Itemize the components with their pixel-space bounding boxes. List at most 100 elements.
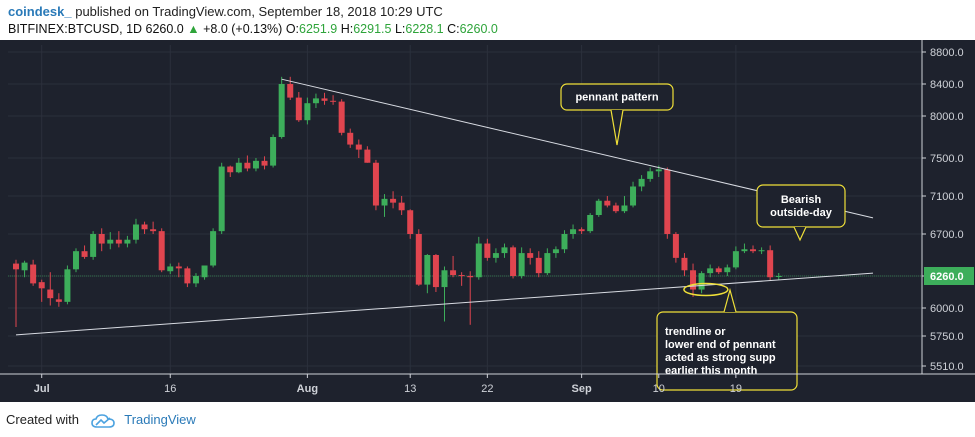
candle: [72, 248, 79, 273]
candle-body: [621, 205, 628, 212]
time-axis[interactable]: Jul 16 Aug 13 22 Sep 10 19: [0, 373, 975, 395]
candle-body: [424, 255, 431, 285]
candle-body: [458, 275, 465, 277]
time-tick-label: 16: [164, 383, 176, 395]
candle: [715, 266, 722, 275]
candle: [561, 230, 568, 254]
candle: [30, 259, 37, 286]
callout-text: outside-day: [770, 207, 833, 219]
candle: [612, 202, 619, 214]
candle-body: [535, 257, 542, 274]
callout-pointer: [723, 287, 737, 313]
candle: [321, 92, 328, 105]
time-tick-label: 22: [481, 383, 493, 395]
candle: [552, 246, 559, 258]
time-tick-label: Sep: [572, 383, 592, 395]
candle-body: [150, 229, 157, 232]
candle-body: [295, 97, 302, 121]
open-label: O:: [285, 22, 300, 36]
callout-pointer: [610, 109, 624, 146]
candle: [604, 196, 611, 208]
candle-body: [364, 149, 371, 163]
candle-body: [81, 251, 88, 257]
candle-body: [347, 132, 354, 145]
candle: [698, 271, 705, 294]
candle: [235, 158, 242, 174]
candle: [64, 265, 71, 305]
candle: [672, 232, 679, 263]
candle-body: [467, 276, 474, 278]
candle: [458, 272, 465, 286]
candle-body: [252, 160, 259, 169]
candle-body: [407, 210, 414, 234]
candle-body: [655, 169, 662, 172]
candle: [767, 245, 774, 281]
candle: [621, 196, 628, 214]
candle-body: [475, 243, 482, 278]
candle-body: [604, 200, 611, 206]
candle: [527, 248, 534, 265]
candle-body: [484, 243, 491, 258]
tradingview-link[interactable]: TradingView: [124, 412, 196, 427]
candle: [390, 191, 397, 209]
candle: [681, 253, 688, 276]
candle-body: [398, 202, 405, 211]
candle-body: [612, 205, 619, 212]
candle: [570, 224, 577, 239]
author-name[interactable]: coindesk_: [8, 4, 72, 19]
candle: [21, 260, 28, 278]
candle: [132, 218, 139, 244]
price-label-bg: [924, 267, 974, 285]
candle: [415, 229, 422, 286]
candle: [338, 99, 345, 136]
candle: [330, 95, 337, 105]
candle: [467, 271, 474, 325]
candle: [81, 245, 88, 259]
candle: [304, 97, 311, 125]
callout: pennant pattern: [560, 83, 674, 146]
candle-body: [647, 171, 654, 179]
candle-body: [158, 231, 165, 271]
candle-body: [450, 270, 457, 276]
candle: [115, 231, 122, 248]
candle: [98, 228, 105, 252]
price-tick-label: 6000.0: [930, 303, 964, 315]
candle-body: [141, 224, 148, 230]
symbol-header: BITFINEX:BTCUSD, 1D 6260.0 ▲ +8.0 (+0.13…: [8, 22, 498, 36]
candle: [261, 156, 268, 170]
candle-body: [355, 144, 362, 150]
candle-body: [561, 234, 568, 250]
last-price: 6260.0: [145, 22, 184, 36]
candle: [124, 235, 131, 248]
candle: [175, 262, 182, 278]
candle-body: [544, 253, 551, 274]
candle-body: [287, 84, 294, 98]
candle: [664, 167, 671, 239]
callout-box: [756, 184, 846, 228]
low-value: 6228.1: [405, 22, 444, 36]
candle-body: [47, 289, 54, 299]
candle-body: [124, 239, 131, 244]
candle: [252, 158, 259, 172]
candle-body: [758, 250, 765, 252]
candle-body: [244, 162, 251, 169]
candle-body: [278, 84, 285, 137]
candle-body: [630, 186, 637, 206]
candle: [535, 251, 542, 278]
candle: [150, 221, 157, 234]
candle-body: [715, 268, 722, 273]
candle: [381, 194, 388, 217]
candle: [90, 231, 97, 260]
price-axis[interactable]: 8800.0 8400.0 8000.0 7500.0 7100.0 6700.0 6260…: [921, 40, 974, 374]
candle: [270, 134, 277, 168]
candle-body: [312, 98, 319, 104]
candle: [278, 76, 285, 139]
candle-body: [270, 137, 277, 166]
candle-body: [698, 273, 705, 290]
candle: [518, 247, 525, 279]
time-tick-label: 19: [730, 383, 742, 395]
candle-body: [107, 239, 114, 244]
